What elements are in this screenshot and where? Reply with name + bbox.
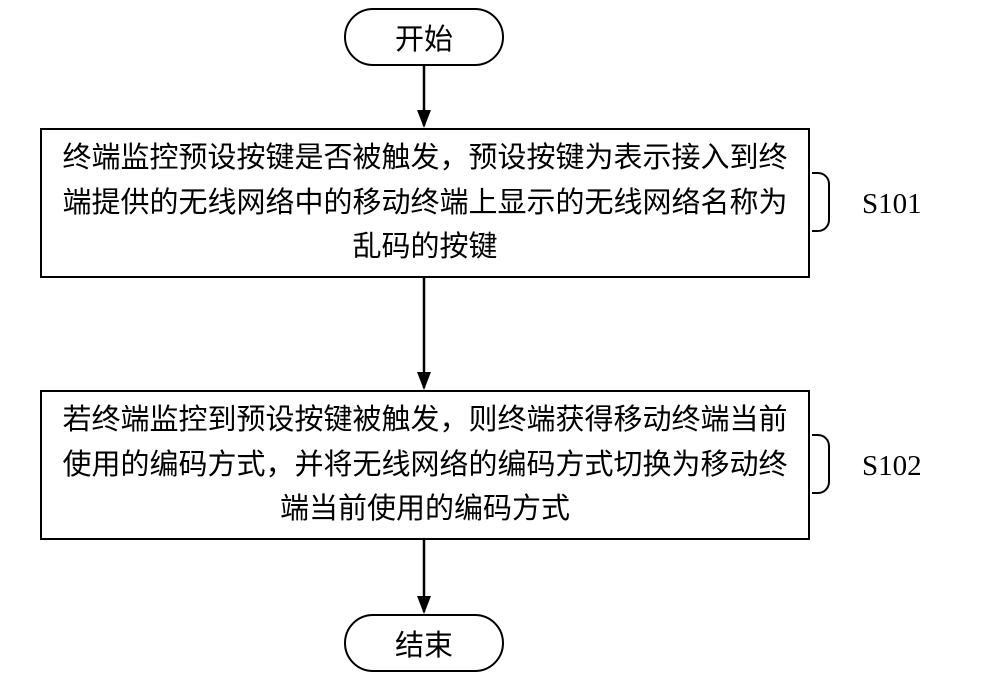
step-label-s102: S102 <box>862 450 922 483</box>
start-terminator: 开始 <box>344 8 504 66</box>
flow-arrows <box>0 0 1000 690</box>
step-label-s101-text: S101 <box>862 188 922 220</box>
start-label: 开始 <box>395 16 453 58</box>
process-s101: 终端监控预设按键是否被触发，预设按键为表示接入到终端提供的无线网络中的移动终端上… <box>40 128 810 278</box>
process-s102-text: 若终端监控到预设按键被触发，则终端获得移动终端当前使用的编码方式，并将无线网络的… <box>60 398 790 533</box>
flowchart-canvas: 开始 终端监控预设按键是否被触发，预设按键为表示接入到终端提供的无线网络中的移动… <box>0 0 1000 690</box>
end-label: 结束 <box>395 622 453 664</box>
process-s102: 若终端监控到预设按键被触发，则终端获得移动终端当前使用的编码方式，并将无线网络的… <box>40 390 810 540</box>
brace-s101 <box>812 172 830 232</box>
step-label-s101: S101 <box>862 188 922 221</box>
end-terminator: 结束 <box>344 614 504 672</box>
step-label-s102-text: S102 <box>862 450 922 482</box>
brace-s102 <box>812 434 830 494</box>
process-s101-text: 终端监控预设按键是否被触发，预设按键为表示接入到终端提供的无线网络中的移动终端上… <box>60 136 790 271</box>
